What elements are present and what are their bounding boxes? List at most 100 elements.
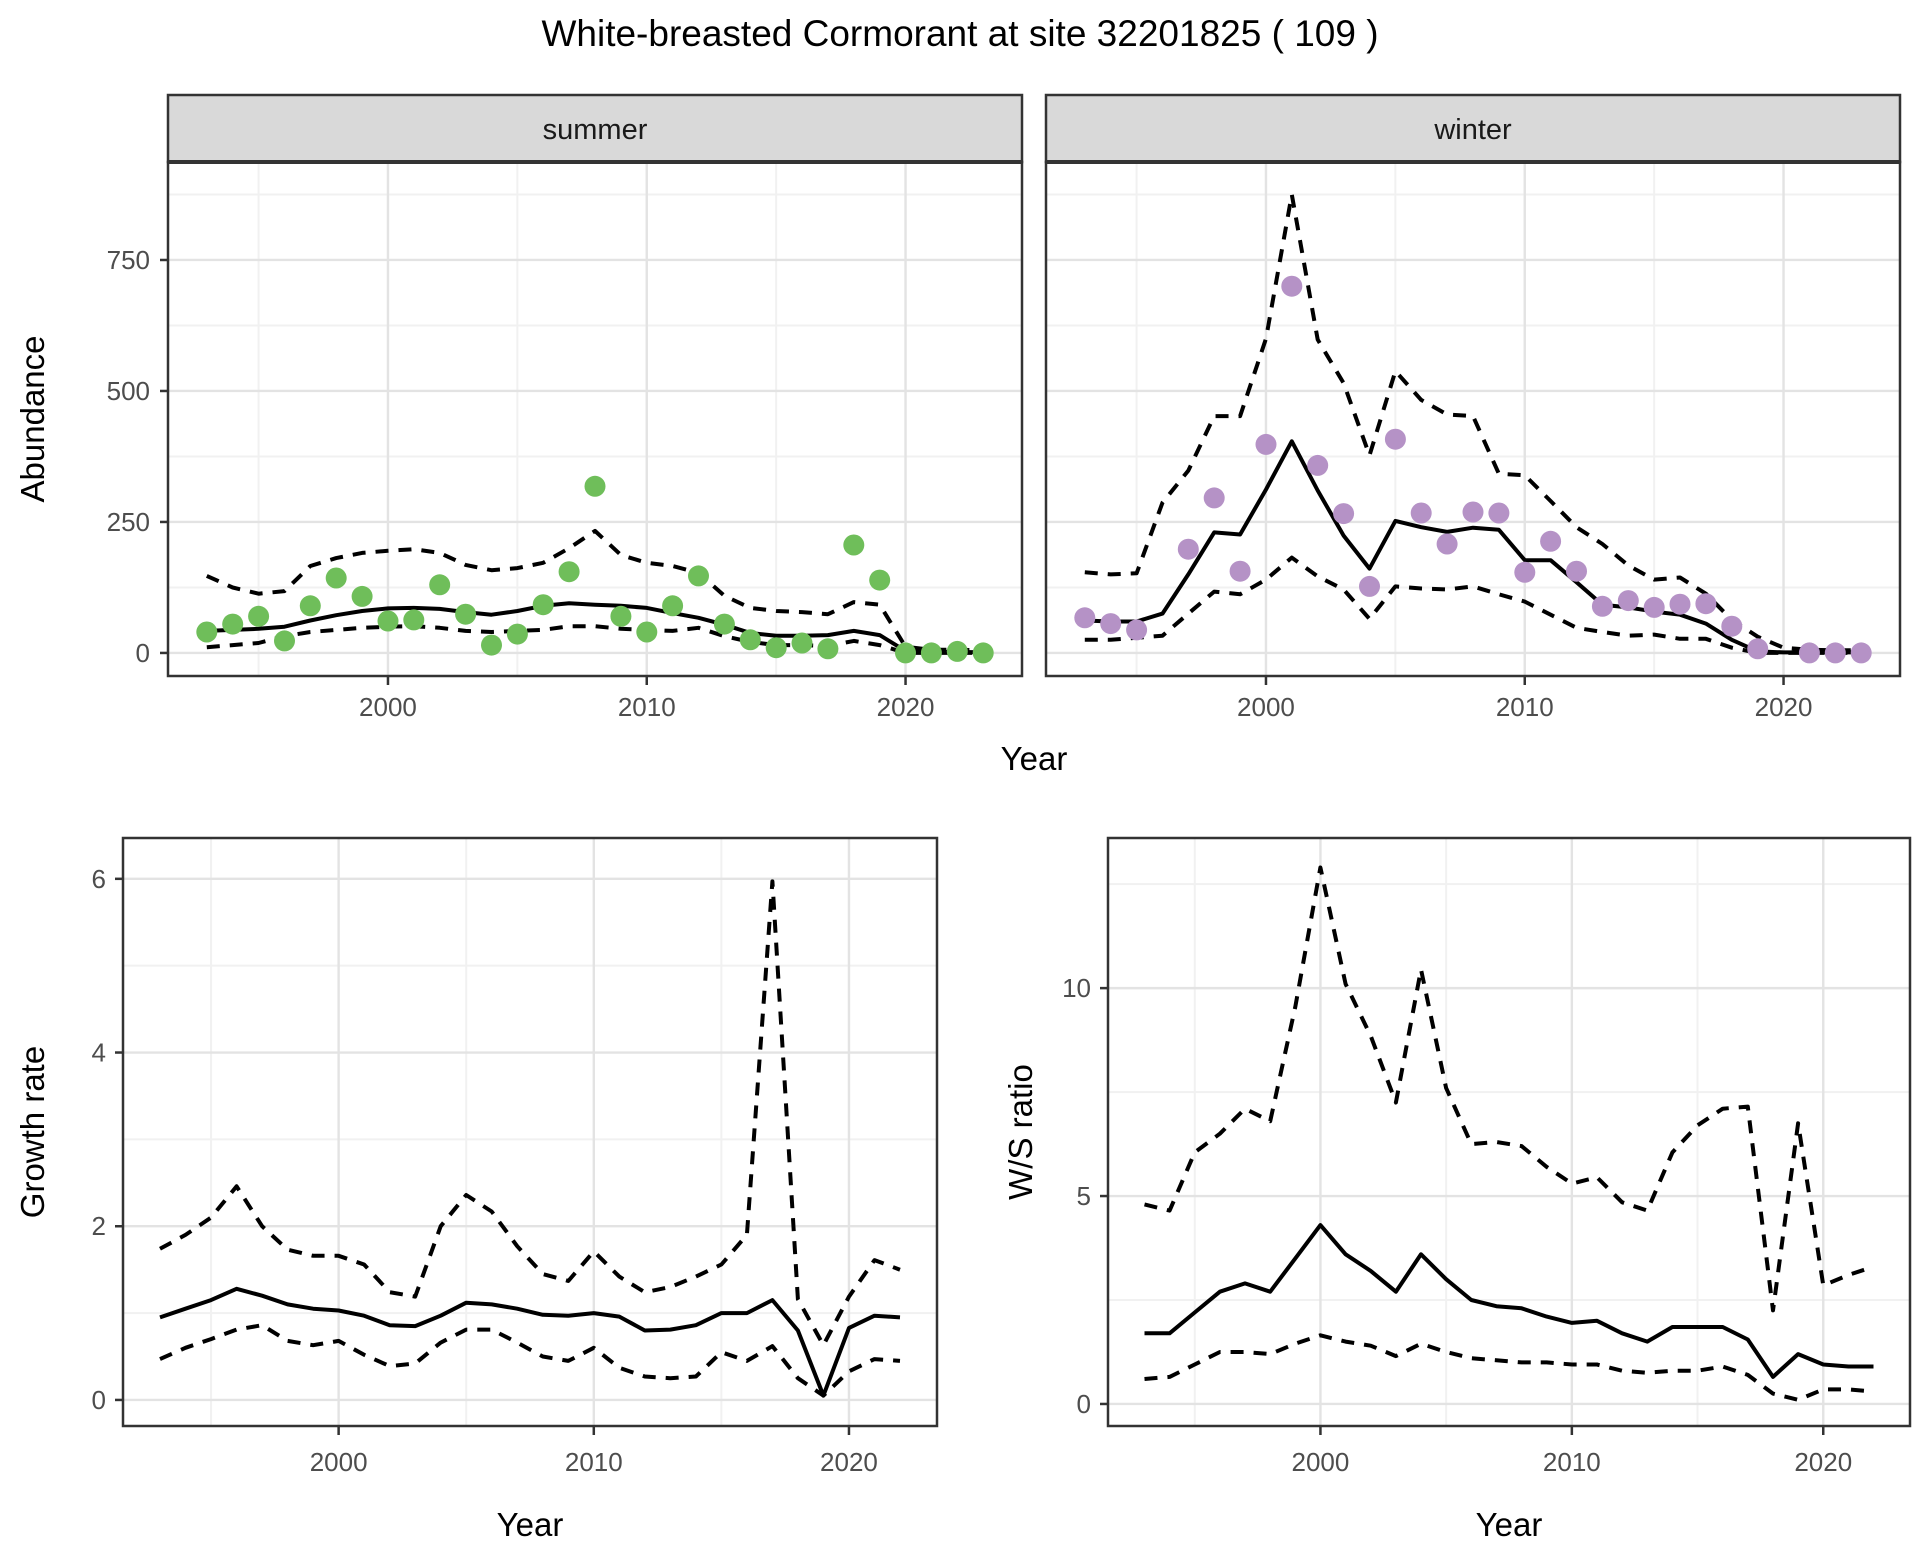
abundance-y-axis-title: Abundance [14,336,51,503]
data-point-winter [1514,561,1536,583]
y-tick-label: 10 [1062,973,1091,1003]
panel-background [123,838,937,1426]
y-tick-label: 750 [107,245,150,275]
data-point-summer [920,642,942,664]
data-point-summer [765,637,787,659]
panel-border [1106,836,1912,1428]
panel-abundance-summer: 2000 2010 2020 0 250 500 750 [107,93,1024,722]
data-point-winter [1307,454,1329,476]
ci-lower-line [1144,1333,1874,1402]
y-tick-label: 2 [92,1211,106,1241]
page-title: White-breasted Cormorant at site 3220182… [541,13,1378,54]
y-tick-label: 0 [136,638,150,668]
data-point-winter [1462,501,1484,523]
facet-strip-label-summer: summer [543,114,648,146]
data-point-summer [739,629,761,651]
data-point-winter [1126,619,1148,641]
x-tick-label: 2010 [565,1447,623,1477]
growth-rate-x-axis-title: Year [497,1506,564,1543]
ci-lower-line [159,1323,901,1398]
y-tick-label: 4 [92,1038,106,1068]
panel-ws-ratio: 2000 2010 2020 0 5 10 [1062,836,1912,1477]
data-point-summer [610,605,632,627]
data-point-summer [688,565,709,587]
panel-background [1108,838,1910,1426]
y-tick-label: 0 [92,1385,106,1415]
data-point-winter [1721,615,1743,637]
data-point-summer [455,603,477,625]
data-point-summer [325,567,347,589]
data-point-winter [1591,595,1613,617]
data-point-summer [196,621,218,643]
abundance-x-axis-title: Year [1001,740,1068,777]
ci-upper-line [1144,865,1875,1313]
data-point-summer [429,574,451,596]
panel-border [121,836,939,1428]
ci-upper-line [205,528,984,653]
fit-line [1144,1223,1874,1379]
y-tick-label: 500 [107,376,150,406]
data-point-winter [1540,530,1562,552]
data-point-summer [584,475,606,497]
x-tick-label: 2010 [1496,692,1554,722]
panel-growth-rate: 2000 2010 2020 0 2 4 6 [92,836,939,1477]
data-point-winter [1747,638,1769,660]
data-point-summer [662,595,684,617]
data-point-winter [1617,590,1639,612]
data-point-summer [274,630,295,652]
data-point-summer [299,595,321,617]
x-tick-label: 2000 [310,1447,368,1477]
data-point-winter [1410,502,1432,524]
x-tick-label: 2000 [1237,692,1295,722]
x-tick-label: 2020 [1794,1447,1852,1477]
data-point-winter [1566,560,1587,582]
ci-lower-line [206,624,984,655]
x-tick-label: 2010 [618,692,676,722]
data-point-summer [377,610,399,632]
x-tick-label: 2000 [1292,1447,1350,1477]
y-tick-label: 0 [1077,1389,1091,1419]
x-tick-label: 2010 [1543,1447,1601,1477]
data-point-summer [532,594,554,616]
data-point-summer [506,623,528,645]
data-point-summer [403,609,425,631]
ci-upper-line [159,879,901,1348]
data-point-winter [1798,642,1820,664]
data-point-winter [1203,487,1225,509]
data-point-summer [558,561,580,583]
growth-rate-y-axis-title: Growth rate [14,1046,51,1218]
ws-ratio-x-axis-title: Year [1476,1506,1543,1543]
data-point-winter [1359,575,1380,597]
data-point-winter [1643,596,1665,618]
data-point-winter [1255,433,1277,455]
panel-abundance-winter: 2000 2010 2020 [1044,93,1902,722]
fit-line [159,1286,901,1398]
data-point-winter [1074,607,1096,629]
ws-ratio-y-axis-title: W/S ratio [1002,1064,1039,1200]
y-tick-label: 250 [107,507,150,537]
data-point-summer [895,642,916,664]
y-tick-label: 6 [92,864,106,894]
x-tick-label: 2000 [359,692,417,722]
data-point-summer [636,621,658,643]
data-point-winter [1384,428,1406,450]
x-tick-label: 2020 [1755,692,1813,722]
data-point-summer [946,640,968,662]
data-point-summer [869,569,891,591]
facet-strip-label-winter: winter [1433,114,1512,146]
data-point-winter [1281,275,1303,297]
data-point-winter [1695,593,1717,615]
data-point-winter [1850,642,1872,664]
data-point-summer [481,634,502,656]
facet-strip-winter [1044,93,1902,164]
data-point-summer [972,642,994,664]
panel-background [1046,162,1900,676]
y-tick-label: 5 [1077,1181,1091,1211]
data-point-winter [1436,533,1458,555]
fit-line [206,601,984,655]
data-point-winter [1229,560,1251,582]
data-point-summer [222,613,244,635]
